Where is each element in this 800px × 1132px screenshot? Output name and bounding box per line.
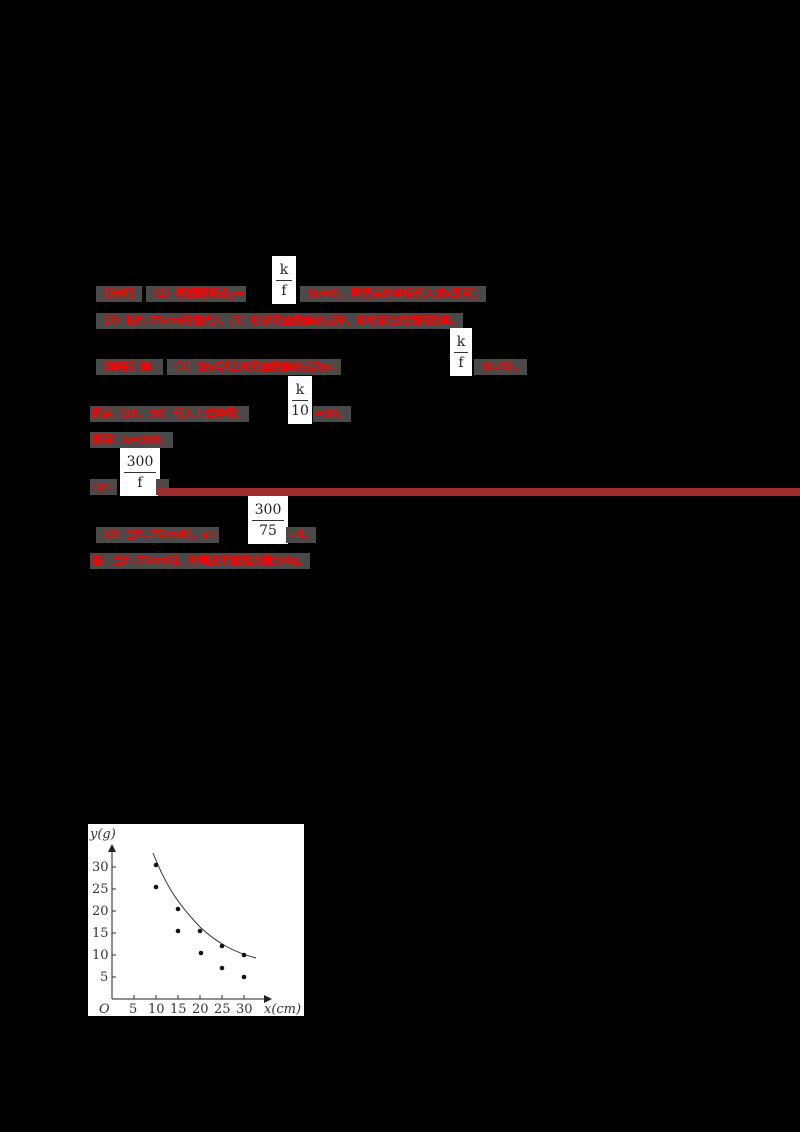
fraction-300-over-f: 300 f <box>120 448 160 496</box>
y-axis-label: y(g) <box>89 827 116 842</box>
x-ticks: 5 10 15 20 25 30 <box>129 995 253 1016</box>
analysis-line-2: （2）把f=75cm的值代入（1）所求的函数解析式中，即可求出灯泡的功率。 <box>96 312 467 330</box>
y-axis-arrow-icon <box>108 844 116 852</box>
analysis-text-1b: （k≠0），再把点的坐标代入求k即可； <box>300 286 486 302</box>
svg-text:15: 15 <box>92 926 109 941</box>
solution-line-3: 解得：k=300， <box>90 431 177 449</box>
svg-text:5: 5 <box>100 970 108 985</box>
horizontal-rule <box>158 488 800 496</box>
fitted-curve <box>152 852 257 959</box>
svg-text:10: 10 <box>92 948 109 963</box>
solution-line-1: 【解答】解： （1）设y与f之间的函数解析式为y= <box>96 358 345 376</box>
solution-text-3: 解得：k=300， <box>90 432 173 448</box>
solution-line-6: 答：当f=75cm时，所需要的重物质量为4g。 <box>90 552 314 570</box>
scatter-plot: y(g) x(cm) O 5 10 15 20 25 30 <box>89 827 301 1016</box>
analysis-line-1-cont: （k≠0），再把点的坐标代入求k即可； <box>300 285 490 303</box>
solution-text-1b: （k≠0）， <box>474 359 527 375</box>
fraction-300-over-75: 300 75 <box>248 496 288 544</box>
origin-label: O <box>99 1002 110 1016</box>
solution-text-6: 答：当f=75cm时，所需要的重物质量为4g。 <box>90 553 311 569</box>
analysis-line-1: 【分析】 （1）根据题意设y= <box>96 285 250 303</box>
solution-text-4a: ∴y= <box>90 479 117 495</box>
y-ticks: 5 10 15 20 25 30 <box>92 860 116 985</box>
fraction-k-over-10: k 10 <box>288 376 312 424</box>
scatter-plot-figure: y(g) x(cm) O 5 10 15 20 25 30 <box>88 824 304 1016</box>
fraction-k-over-f-2: k f <box>450 328 472 376</box>
fraction-k-over-f-1: k f <box>272 256 296 304</box>
svg-text:5: 5 <box>129 1002 137 1016</box>
analysis-label: 【分析】 <box>96 286 142 302</box>
analysis-text-1a: （1）根据题意设y= <box>146 286 247 302</box>
svg-text:30: 30 <box>236 1002 253 1016</box>
analysis-text-2: （2）把f=75cm的值代入（1）所求的函数解析式中，即可求出灯泡的功率。 <box>96 313 464 329</box>
solution-text-1a: （1）设y与f之间的函数解析式为y= <box>167 359 341 375</box>
svg-text:25: 25 <box>92 882 109 897</box>
solution-line-5-cont: =4， <box>286 526 320 544</box>
svg-text:20: 20 <box>92 904 109 919</box>
svg-text:20: 20 <box>192 1002 209 1016</box>
x-axis-label: x(cm) <box>264 1002 301 1016</box>
solution-text-5b: =4， <box>286 527 317 543</box>
svg-text:15: 15 <box>170 1002 187 1016</box>
solution-line-5: （2）当f=75cm时，y= <box>96 526 223 544</box>
x-axis-arrow-icon <box>264 995 272 1003</box>
solution-text-5a: （2）当f=75cm时，y= <box>96 527 220 543</box>
solution-line-2-cont: =30， <box>313 405 355 423</box>
solution-line-1-cont: （k≠0）， <box>474 358 531 376</box>
svg-text:30: 30 <box>92 860 109 875</box>
solution-line-4: ∴y= <box>90 478 121 496</box>
svg-text:25: 25 <box>214 1002 231 1016</box>
svg-text:10: 10 <box>148 1002 165 1016</box>
solution-text-2a: 把点（10，30）代入上式中得： <box>90 406 249 422</box>
solution-line-2: 把点（10，30）代入上式中得： <box>90 405 253 423</box>
solution-text-2b: =30， <box>313 406 351 422</box>
solution-label: 【解答】解： <box>96 359 163 375</box>
data-points <box>153 862 247 980</box>
